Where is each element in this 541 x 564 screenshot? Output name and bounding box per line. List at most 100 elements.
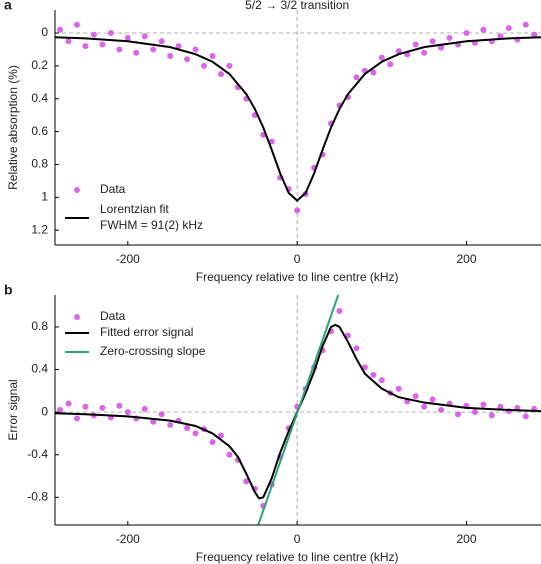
- data-point: [226, 451, 233, 458]
- data-point: [99, 404, 106, 411]
- data-point: [438, 44, 445, 51]
- data-point: [438, 407, 445, 413]
- data-point: [488, 412, 495, 419]
- data-point: [74, 415, 81, 422]
- data-point: [421, 49, 428, 56]
- data-point: [158, 38, 165, 45]
- data-point: [192, 430, 199, 437]
- data-point: [150, 418, 157, 425]
- x-tick-label: 200: [456, 532, 476, 546]
- data-point: [150, 46, 157, 53]
- data-point: [336, 307, 343, 314]
- data-point: [99, 41, 106, 48]
- y-tick-label: -0.4: [27, 447, 48, 461]
- y-tick-label: 0.4: [31, 362, 48, 376]
- data-point: [141, 405, 148, 412]
- y-tick-label: -0.8: [27, 489, 48, 503]
- data-point: [497, 33, 504, 40]
- legend-label: Fitted error signal: [100, 325, 193, 339]
- data-point: [74, 21, 81, 28]
- x-tick-label: -200: [116, 252, 140, 266]
- data-point: [201, 62, 208, 69]
- data-point: [353, 74, 360, 81]
- data-point: [209, 53, 216, 60]
- data-point: [82, 403, 89, 410]
- y-tick-label: 1.2: [31, 222, 48, 236]
- data-point: [268, 138, 275, 145]
- data-point: [370, 371, 377, 378]
- panel-label: b: [4, 282, 13, 298]
- annotation: FWHM = 91(2) kHz: [100, 218, 203, 232]
- data-point: [90, 31, 97, 38]
- legend-label: Data: [100, 182, 126, 196]
- plot-area: [55, 10, 541, 245]
- data-point: [175, 43, 182, 50]
- data-point: [217, 71, 224, 78]
- x-tick-label: -200: [116, 532, 140, 546]
- data-point: [57, 407, 64, 413]
- data-point: [505, 25, 512, 32]
- x-tick-label: 0: [294, 252, 301, 266]
- data-point: [65, 38, 72, 45]
- data-point: [455, 411, 462, 418]
- data-point: [184, 56, 191, 63]
- data-point: [395, 385, 402, 392]
- data-point: [429, 38, 436, 45]
- y-axis-label: Relative absorption (%): [6, 65, 20, 190]
- y-tick-label: 0.4: [31, 91, 48, 105]
- data-point: [209, 438, 216, 445]
- data-point: [387, 61, 394, 68]
- data-point: [167, 53, 174, 60]
- fit-line: [257, 295, 340, 525]
- data-point: [446, 34, 453, 41]
- data-point: [124, 34, 131, 41]
- data-point: [57, 26, 64, 33]
- data-point: [158, 411, 165, 418]
- data-point: [243, 478, 250, 485]
- data-point: [107, 30, 114, 37]
- data-point: [412, 393, 419, 400]
- data-point: [226, 62, 233, 69]
- y-tick-label: 0.6: [31, 124, 48, 138]
- data-point: [82, 43, 89, 50]
- y-tick-label: 0: [41, 404, 48, 418]
- data-point: [133, 49, 140, 56]
- data-point: [217, 432, 224, 439]
- data-point: [412, 41, 419, 48]
- data-point: [480, 401, 487, 408]
- data-point: [522, 413, 529, 420]
- fit-line: [55, 36, 541, 202]
- data-point: [370, 69, 377, 76]
- data-point: [378, 377, 385, 384]
- data-point: [167, 421, 174, 428]
- y-tick-label: 1: [41, 190, 48, 204]
- panel-label: a: [4, 0, 12, 13]
- data-point: [141, 33, 148, 40]
- data-point: [294, 207, 301, 214]
- data-point: [65, 400, 72, 407]
- data-point: [531, 31, 538, 38]
- data-point: [471, 409, 478, 416]
- data-point: [116, 402, 123, 409]
- y-tick-label: 0.2: [31, 58, 48, 72]
- data-point: [353, 345, 360, 352]
- data-point: [395, 48, 402, 55]
- data-point: [497, 403, 504, 410]
- legend-label: Data: [100, 309, 126, 323]
- legend-marker: [74, 314, 80, 320]
- plot-area: [55, 295, 541, 525]
- data-point: [522, 21, 529, 28]
- y-tick-label: 0: [41, 25, 48, 39]
- x-axis-label: Frequency relative to line centre (kHz): [196, 550, 399, 564]
- data-point: [361, 364, 368, 371]
- data-point: [116, 46, 123, 53]
- y-axis-label: Error signal: [6, 379, 20, 440]
- x-tick-label: 200: [456, 252, 476, 266]
- legend-label: Lorentzian fit: [100, 202, 169, 216]
- y-tick-label: 0.8: [31, 157, 48, 171]
- data-point: [124, 409, 131, 416]
- data-point: [184, 425, 191, 432]
- data-point: [192, 46, 199, 53]
